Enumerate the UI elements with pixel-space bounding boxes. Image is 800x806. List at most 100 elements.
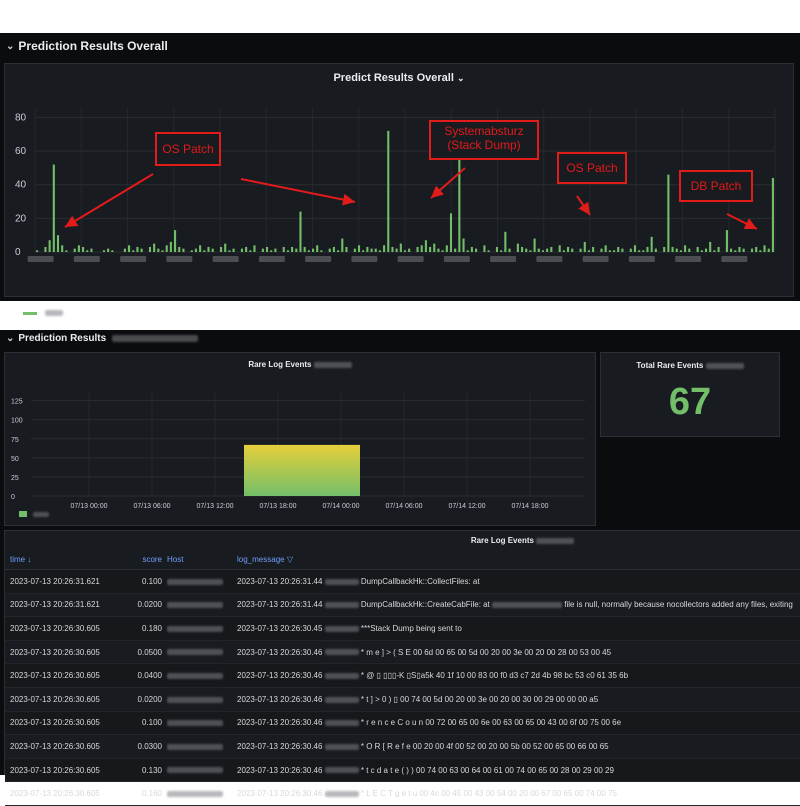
bar <box>529 250 532 252</box>
rare-log-events-table-panel: Rare Log Events time ↓ score Host log_me… <box>4 530 800 806</box>
bar <box>650 236 653 252</box>
message-host-redacted <box>324 696 359 703</box>
column-header-score[interactable]: score <box>131 549 166 570</box>
x-tick-label-redacted <box>443 256 470 262</box>
table-row[interactable]: 2023-07-13 20:26:30.605 0.0200 2023-07-13 … <box>5 687 800 712</box>
bar <box>612 250 616 252</box>
annotation-arrows <box>64 167 758 230</box>
bar <box>194 248 198 252</box>
chevron-down-icon[interactable]: ⌄ <box>6 333 15 344</box>
bar <box>646 246 649 252</box>
bar <box>136 246 139 252</box>
x-tick-label-redacted <box>120 256 147 262</box>
x-tick-label-redacted <box>628 256 655 262</box>
sort-down-icon[interactable]: ↓ <box>27 554 32 564</box>
message-time: 2023-07-13 20:26:31.44 <box>237 576 323 586</box>
predict-results-panel-header[interactable]: Predict Results Overall ⌄ <box>5 72 793 84</box>
bar <box>475 248 478 252</box>
x-tick-label: 07/14 06:00 <box>386 503 423 510</box>
table-title: Rare Log Events <box>470 536 534 545</box>
message-path-redacted <box>492 602 563 609</box>
column-header-log-message[interactable]: log_message ▽ <box>236 549 800 570</box>
message-time: 2023-07-13 20:26:30.46 <box>237 647 323 657</box>
rare-chart-title-redacted <box>313 361 352 368</box>
bar <box>366 246 369 252</box>
message-host-redacted <box>324 791 359 798</box>
x-tick-label-redacted <box>73 256 100 262</box>
bar <box>445 245 448 252</box>
cell-host <box>166 734 236 759</box>
bar <box>174 230 177 252</box>
legend[interactable] <box>23 310 63 316</box>
y-tick-label: 75 <box>11 437 19 444</box>
filter-icon[interactable]: ▽ <box>286 554 293 564</box>
message-text: * t c d a t e ( ) ) 00 74 00 63 00 64 00… <box>360 765 614 775</box>
column-header-time[interactable]: time ↓ <box>5 549 131 570</box>
table-row[interactable]: 2023-07-13 20:26:30.605 0.160 2023-07-13 2… <box>5 781 800 806</box>
rare-legend[interactable] <box>19 511 49 517</box>
row-title-redacted <box>112 335 199 342</box>
table-header[interactable]: Rare Log Events <box>245 536 800 545</box>
message-host-redacted <box>324 649 359 656</box>
bar <box>617 246 620 252</box>
y-tick-label: 20 <box>15 213 27 224</box>
chevron-down-icon[interactable]: ⌄ <box>456 73 465 83</box>
bar <box>495 246 499 252</box>
column-header-host[interactable]: Host <box>166 549 236 570</box>
cell-host <box>166 758 236 783</box>
table-row[interactable]: 2023-07-13 20:26:30.605 0.0500 2023-07-13 … <box>5 640 800 665</box>
bar <box>429 246 432 252</box>
prediction-results-section: ⌄ Prediction Results Rare Log Events 125… <box>0 330 800 806</box>
bar <box>629 248 632 252</box>
message-text: * m e ] > ( S E 00 6d 00 65 00 5d 00 20 … <box>360 647 612 657</box>
rare-chart-header[interactable]: Rare Log Events <box>5 360 595 369</box>
host-redacted <box>167 791 223 798</box>
bar-series <box>36 130 774 252</box>
table-row[interactable]: 2023-07-13 20:26:31.621 0.0200 2023-07-13 … <box>5 593 800 618</box>
cell-log-message: 2023-07-13 20:26:30.46 * @ ▯ ▯▯▯-K ▯S▯a5… <box>236 663 800 688</box>
y-tick-label: 40 <box>15 180 27 191</box>
message-time: 2023-07-13 20:26:30.46 <box>237 694 323 704</box>
table-row[interactable]: 2023-07-13 20:26:30.605 0.0300 2023-07-13 … <box>5 734 800 759</box>
bar <box>140 248 143 252</box>
bar <box>470 246 473 252</box>
bar <box>274 248 277 252</box>
message-text: * L E C T g e t u 00 4c 00 45 00 43 00 5… <box>360 789 617 799</box>
prediction-results-row-header[interactable]: ⌄ Prediction Results <box>6 333 199 344</box>
x-tick-label: 07/14 12:00 <box>449 503 486 510</box>
bar <box>571 248 574 252</box>
bar <box>546 248 549 252</box>
message-host-redacted <box>324 625 359 632</box>
table-row[interactable]: 2023-07-13 20:26:31.621 0.100 2023-07-13 2… <box>5 569 800 594</box>
table-header-row: time ↓ score Host log_message ▽ <box>5 549 800 570</box>
bar <box>675 248 678 252</box>
message-time: 2023-07-13 20:26:30.46 <box>237 741 323 751</box>
bar <box>487 250 490 252</box>
annotation-arrow <box>240 178 356 206</box>
table-row[interactable]: 2023-07-13 20:26:30.605 0.180 2023-07-13 2… <box>5 616 800 641</box>
legend-label-redacted <box>45 310 63 316</box>
bar <box>157 248 160 252</box>
total-rare-events-header[interactable]: Total Rare Events <box>601 361 779 370</box>
table-row[interactable]: 2023-07-13 20:26:30.605 0.100 2023-07-13 2… <box>5 711 800 736</box>
bar <box>454 248 457 252</box>
overall-row-header[interactable]: ⌄ Prediction Results Overall <box>6 39 168 53</box>
bar <box>77 245 80 252</box>
rare-log-events-chart-panel: Rare Log Events 125 100 75 50 25 0 07/13 00:0… <box>4 352 596 526</box>
host-redacted <box>167 649 223 656</box>
cell-time: 2023-07-13 20:26:30.605 <box>5 663 131 688</box>
x-tick-label-redacted <box>351 256 378 262</box>
bar <box>107 248 110 252</box>
bar <box>663 246 666 252</box>
annotation-os-patch-1: OS Patch <box>155 132 221 166</box>
y-tick-label: 60 <box>15 146 27 157</box>
bar <box>399 243 402 252</box>
bar <box>604 245 607 252</box>
table-row[interactable]: 2023-07-13 20:26:30.605 0.130 2023-07-13 2… <box>5 758 800 783</box>
cell-score: 0.130 <box>131 758 166 783</box>
bar <box>61 245 64 252</box>
table-row[interactable]: 2023-07-13 20:26:30.605 0.0400 2023-07-13 … <box>5 663 800 688</box>
chart-grid <box>34 109 776 253</box>
chevron-down-icon[interactable]: ⌄ <box>6 40 15 52</box>
